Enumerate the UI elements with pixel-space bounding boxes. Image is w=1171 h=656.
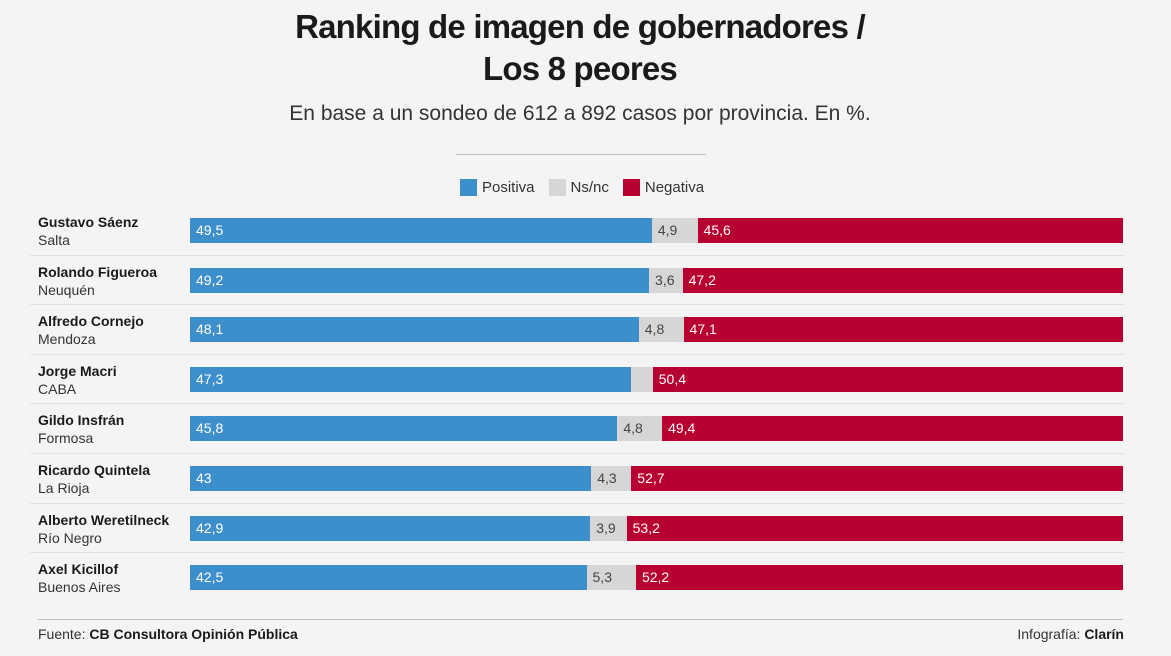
bar-segment-nsnc: 4,8 (638, 317, 684, 343)
governor-row: Alberto Weretilneck Río Negro 42,9 3,9 53,2 (30, 504, 1124, 554)
province-name: Mendoza (38, 331, 96, 348)
governor-row: Gildo Insfrán Formosa 45,8 4,8 49,4 (30, 404, 1124, 454)
infographic-credit: Infografía: Clarín (1017, 626, 1124, 642)
bar-segment-negativa: 45,6 (697, 218, 1123, 243)
bar-segment-nsnc: 4,3 (591, 465, 632, 491)
governor-name: Gustavo Sáenz (38, 214, 139, 230)
row-label: Ricardo Quintela La Rioja (38, 461, 150, 497)
bar-segment-positiva: 48,1 (190, 317, 639, 343)
legend-item-nsnc: Ns/nc (548, 178, 609, 196)
legend-label-nsnc: Ns/nc (570, 178, 609, 196)
province-name: Formosa (38, 430, 94, 447)
bar-segment-negativa: 53,2 (626, 515, 1123, 541)
legend-label-negativa: Negativa (644, 178, 705, 196)
credit-name: Clarín (1084, 626, 1124, 642)
footer-divider (38, 619, 1123, 620)
chart-rows: Gustavo Sáenz Salta 49,5 4,9 45,6 Rolando Fig… (30, 206, 1124, 603)
source-name: CB Consultora Opinión Pública (89, 626, 298, 642)
bar-segment-negativa: 47,2 (682, 267, 1123, 293)
province-name: Río Negro (38, 529, 102, 546)
province-name: Neuquén (38, 281, 95, 298)
stacked-bar: 42,5 5,3 52,2 (190, 565, 1123, 591)
row-label: Alfredo Cornejo Mendoza (38, 312, 144, 348)
governor-row: Alfredo Cornejo Mendoza 48,1 4,8 47,1 (30, 305, 1124, 355)
stacked-bar: 48,1 4,8 47,1 (190, 317, 1123, 343)
chart-title: Ranking de imagen de gobernadores / Los … (0, 6, 1160, 90)
chart-subtitle: En base a un sondeo de 612 a 892 casos p… (289, 102, 871, 125)
bar-segment-nsnc: 3,6 (649, 267, 683, 293)
stacked-bar: 45,8 4,8 49,4 (190, 416, 1123, 442)
legend: Positiva Ns/nc Negativa (460, 178, 718, 196)
governor-name: Jorge Macri (38, 362, 117, 379)
row-label: Gustavo Sáenz Salta (38, 213, 138, 249)
governor-row: Jorge Macri CABA 47,3 50,4 (30, 355, 1124, 405)
legend-item-positiva: Positiva (460, 178, 535, 196)
province-name: La Rioja (38, 479, 90, 496)
governor-name: Gildo Insfrán (38, 412, 125, 429)
row-label: Rolando Figueroa Neuquén (38, 263, 157, 299)
stacked-bar: 49,2 3,6 47,2 (190, 267, 1123, 293)
bar-segment-positiva: 49,5 (190, 218, 652, 243)
bar-segment-nsnc (631, 366, 653, 392)
legend-label-positiva: Positiva (482, 178, 535, 196)
province-name: Salta (38, 232, 70, 248)
governor-name: Alberto Weretilneck (38, 511, 170, 528)
row-label: Gildo Insfrán Formosa (38, 411, 124, 447)
legend-swatch-negativa (622, 178, 640, 196)
governor-row: Gustavo Sáenz Salta 49,5 4,9 45,6 (30, 206, 1124, 256)
legend-swatch-nsnc (548, 178, 566, 196)
title-line-1: Ranking de imagen de gobernadores / (295, 8, 866, 45)
bar-segment-negativa: 47,1 (683, 317, 1123, 343)
governor-name: Axel Kicillof (38, 561, 119, 578)
bar-segment-nsnc: 5,3 (586, 565, 636, 591)
bar-segment-nsnc: 4,8 (617, 416, 663, 442)
title-divider (456, 154, 706, 155)
province-name: CABA (38, 380, 77, 397)
stacked-bar: 43 4,3 52,7 (190, 465, 1123, 491)
governor-name: Alfredo Cornejo (38, 313, 144, 330)
legend-item-negativa: Negativa (622, 178, 705, 196)
governor-row: Ricardo Quintela La Rioja 43 4,3 52,7 (30, 454, 1124, 504)
bar-segment-negativa: 52,2 (635, 565, 1123, 591)
source-prefix: Fuente: (38, 626, 90, 642)
row-label: Alberto Weretilneck Río Negro (38, 511, 169, 547)
bar-segment-positiva: 43 (190, 465, 592, 491)
governor-name: Rolando Figueroa (38, 263, 157, 280)
row-label: Jorge Macri CABA (38, 362, 117, 398)
bar-segment-positiva: 47,3 (190, 366, 632, 392)
stacked-bar: 42,9 3,9 53,2 (190, 515, 1123, 541)
bar-segment-positiva: 42,5 (190, 565, 587, 591)
governor-name: Ricardo Quintela (38, 461, 151, 478)
governor-row: Axel Kicillof Buenos Aires 42,5 5,3 52,2 (30, 553, 1124, 603)
legend-swatch-positiva (460, 178, 477, 196)
stacked-bar: 47,3 50,4 (190, 366, 1123, 392)
governor-row: Rolando Figueroa Neuquén 49,2 3,6 47,2 (30, 256, 1124, 306)
source-credit: Fuente: CB Consultora Opinión Pública (38, 626, 298, 642)
row-label: Axel Kicillof Buenos Aires (38, 560, 121, 596)
province-name: Buenos Aires (38, 579, 121, 596)
bar-segment-negativa: 50,4 (652, 366, 1123, 392)
bar-segment-positiva: 42,9 (190, 515, 591, 541)
title-line-2: Los 8 peores (483, 50, 678, 87)
bar-segment-positiva: 49,2 (190, 267, 650, 293)
stacked-bar: 49,5 4,9 45,6 (190, 218, 1123, 243)
bar-segment-nsnc: 4,9 (651, 218, 698, 243)
bar-segment-negativa: 49,4 (662, 416, 1123, 442)
credit-prefix: Infografía: (1017, 626, 1085, 642)
bar-segment-nsnc: 3,9 (590, 515, 627, 541)
bar-segment-negativa: 52,7 (631, 465, 1123, 491)
bar-segment-positiva: 45,8 (190, 416, 618, 442)
